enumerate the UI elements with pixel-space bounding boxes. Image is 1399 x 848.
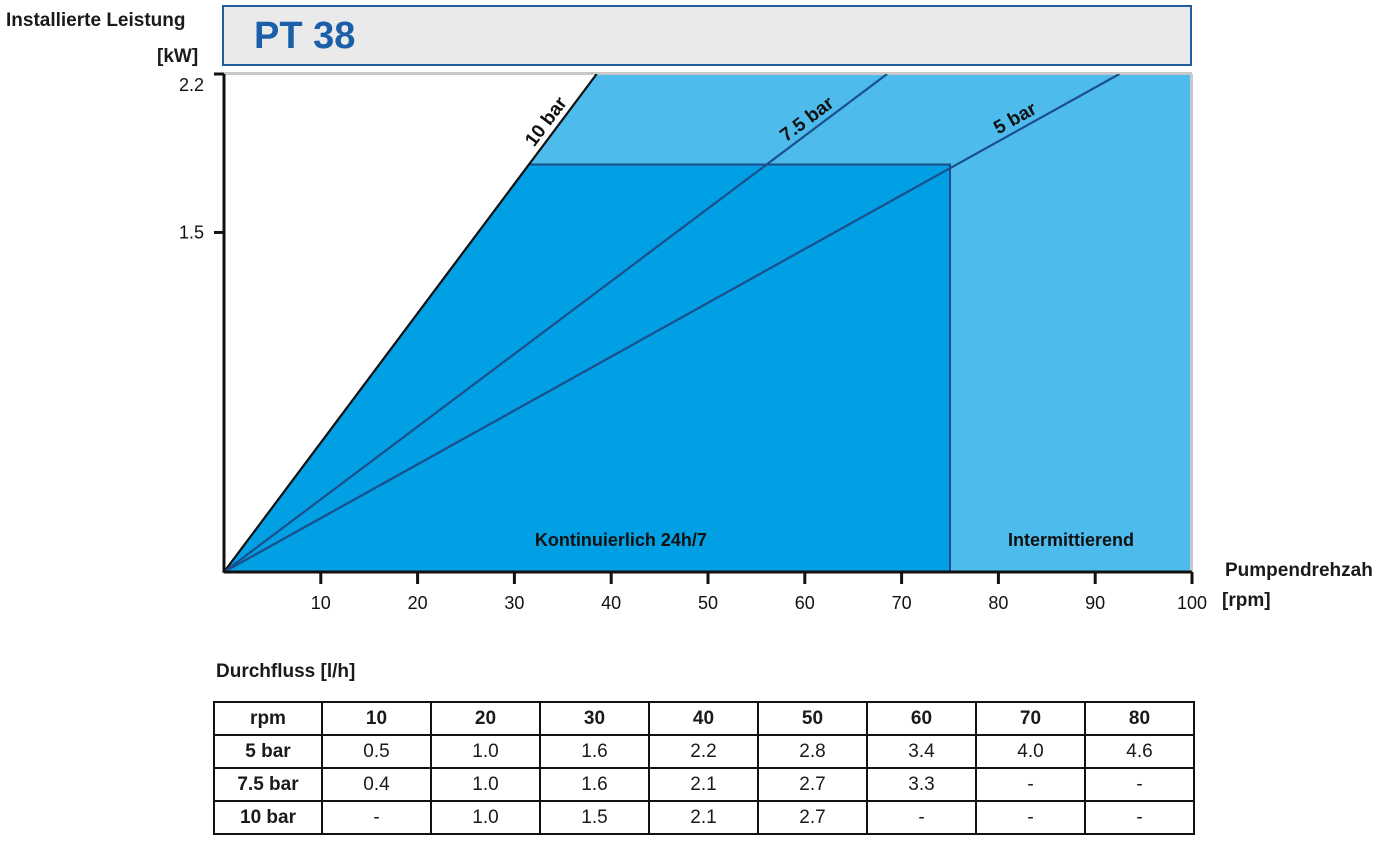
table-header-cell: 20 [430, 701, 541, 736]
flow-table: rpm 10 20 30 40 50 60 70 80 5 bar 0.5 1.0 1.6 2.2 2.8 3… [213, 701, 1195, 835]
table-cell: 4.6 [1084, 734, 1195, 769]
table-cell: 1.6 [539, 767, 650, 802]
table-cell: 3.4 [866, 734, 977, 769]
table-row: 10 bar -1.0 1.5 2.1 2.7- - - [213, 800, 1195, 835]
x-tick-label: 10 [311, 593, 331, 613]
table-row: 5 bar 0.5 1.0 1.6 2.2 2.8 3.4 4.0 4.6 [213, 734, 1195, 769]
x-tick-label: 80 [988, 593, 1008, 613]
table-cell: 4.0 [975, 734, 1086, 769]
x-tick-label: 30 [504, 593, 524, 613]
x-tick-label: 100 [1177, 593, 1207, 613]
x-tick-label: 40 [601, 593, 621, 613]
x-axis-unit: [rpm] [1222, 590, 1271, 611]
table-cell: 2.7 [757, 767, 868, 802]
y-tick-label: 2.2 [179, 75, 204, 95]
table-header-cell: 50 [757, 701, 868, 736]
plot-top-edge [224, 72, 1192, 75]
table-cell: 3.3 [866, 767, 977, 802]
table-header-cell: 60 [866, 701, 977, 736]
table-cell: 2.8 [757, 734, 868, 769]
x-axis-title: Pumpendrehzah [1225, 560, 1373, 581]
x-tick-label: 90 [1085, 593, 1105, 613]
plot-right-edge [1190, 74, 1193, 572]
table-cell: - [321, 800, 432, 835]
table-header-cell: 30 [539, 701, 650, 736]
table-cell: - [975, 767, 1086, 802]
table-row-header: 5 bar [213, 734, 323, 769]
table-title: Durchfluss [l/h] [216, 661, 356, 682]
table-cell: 1.5 [539, 800, 650, 835]
y-axis-unit: [kW] [157, 46, 199, 67]
table-cell: - [975, 800, 1086, 835]
table-header-cell: 80 [1084, 701, 1195, 736]
table-header-cell: 70 [975, 701, 1086, 736]
table-cell: 1.6 [539, 734, 650, 769]
table-cell: 0.4 [321, 767, 432, 802]
intermittent-region-label: Intermittierend [1008, 530, 1134, 550]
table-header-cell: 40 [648, 701, 759, 736]
table-cell: 0.5 [321, 734, 432, 769]
table-cell: - [1084, 800, 1195, 835]
series-line [224, 74, 1120, 572]
x-tick-label: 20 [408, 593, 428, 613]
table-row: 7.5 bar 0.4 1.0 1.6 2.1 2.7 3.3- - [213, 767, 1195, 802]
y-tick-label: 1.5 [179, 222, 204, 242]
series-line [224, 74, 888, 572]
table-row-header: 10 bar [213, 800, 323, 835]
table-cell: 2.1 [648, 767, 759, 802]
table-header-row: rpm 10 20 30 40 50 60 70 80 [213, 701, 1195, 736]
table-cell: 1.0 [430, 800, 541, 835]
chart-title-box: PT 38 [222, 5, 1192, 66]
x-tick-label: 50 [698, 593, 718, 613]
table-header-cell: 10 [321, 701, 432, 736]
table-header-cell: rpm [213, 701, 323, 736]
y-axis-title: Installierte Leistung [6, 10, 186, 31]
table-cell: 2.7 [757, 800, 868, 835]
continuous-region-label: Kontinuierlich 24h/7 [535, 530, 707, 550]
x-tick-label: 70 [892, 593, 912, 613]
table-cell: - [1084, 767, 1195, 802]
x-tick-label: 60 [795, 593, 815, 613]
series-line [224, 74, 598, 572]
chart-title: PT 38 [254, 15, 356, 57]
table-cell: 2.1 [648, 800, 759, 835]
table-cell: 1.0 [430, 734, 541, 769]
table-cell: - [866, 800, 977, 835]
table-cell: 1.0 [430, 767, 541, 802]
table-row-header: 7.5 bar [213, 767, 323, 802]
table-cell: 2.2 [648, 734, 759, 769]
